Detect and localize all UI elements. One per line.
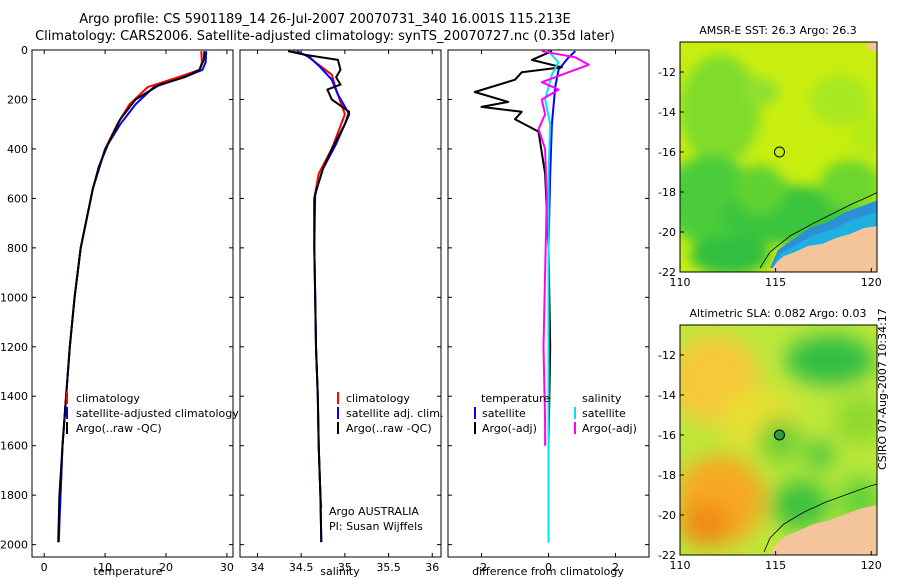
legend-sal-satellite-label: satellite — [582, 407, 626, 420]
sst-land — [770, 226, 877, 272]
float-position-marker — [773, 146, 785, 158]
legend-satellite-label: satellite adj. clim. — [346, 407, 443, 420]
series-line-argo-raw-qc- — [57, 51, 206, 543]
legend-climatology-label: climatology — [346, 392, 410, 405]
x-tick-label: 0 — [41, 561, 48, 574]
x-tick-label: 2 — [612, 561, 619, 574]
y-tick-label: -22 — [658, 266, 676, 279]
salinity-y-ticks — [240, 49, 441, 546]
float-owner-annotation: Argo AUSTRALIA — [329, 505, 419, 518]
sla-y-ticks: -12 -14 -16 -18 -20 -22 — [658, 349, 684, 562]
y-tick-label: 200 — [7, 93, 28, 106]
x-tick-label: 36 — [425, 561, 439, 574]
x-tick-label: 120 — [861, 276, 882, 289]
salinity-xlabel: salinity — [320, 565, 360, 578]
x-tick-label: 35.5 — [376, 561, 401, 574]
legend-sal-argo-label: Argo(-adj) — [582, 422, 637, 435]
temperature-axes-frame — [31, 49, 234, 558]
x-tick-label: 110 — [670, 559, 691, 572]
y-tick-label: 2000 — [0, 539, 28, 552]
x-tick-label: -2 — [476, 561, 487, 574]
sst-map-title: AMSR-E SST: 26.3 Argo: 26.3 — [699, 24, 857, 37]
series-line-salinity-argo-adj- — [537, 50, 590, 446]
figure-title-line2: Climatology: CARS2006. Satellite-adjuste… — [35, 29, 615, 44]
x-tick-label: 0 — [545, 561, 552, 574]
x-tick-label: 20 — [159, 561, 173, 574]
temperature-x-ticks: 0 10 20 30 — [41, 50, 234, 574]
sla-map: Altimetric SLA: 0.082 Argo: 0.03 110 115 1… — [658, 307, 882, 572]
y-tick-label: 1200 — [0, 341, 28, 354]
difference-lines — [473, 50, 590, 543]
y-tick-label: 600 — [7, 192, 28, 205]
sst-x-ticks: 110 115 120 — [670, 268, 882, 289]
y-tick-label: 1800 — [0, 489, 28, 502]
y-tick-label: 1000 — [0, 291, 28, 304]
y-tick-label: 400 — [7, 143, 28, 156]
sla-map-frame — [679, 324, 878, 556]
sla-map-title: Altimetric SLA: 0.082 Argo: 0.03 — [689, 307, 866, 320]
x-tick-label: 34.5 — [289, 561, 314, 574]
x-tick-label: 35 — [338, 561, 352, 574]
difference-panel: -2 0 2 temperature satellite Argo(-adj) sa… — [447, 49, 650, 578]
x-tick-label: 10 — [98, 561, 112, 574]
float-position-marker — [773, 429, 785, 441]
y-tick-label: -12 — [658, 349, 676, 362]
legend-argo-label: Argo(..raw -QC) — [346, 422, 432, 435]
x-tick-label: 115 — [765, 559, 786, 572]
legend-climatology-label: climatology — [76, 392, 140, 405]
y-tick-label: -16 — [658, 429, 676, 442]
x-tick-label: 110 — [670, 276, 691, 289]
float-pi-annotation: PI: Susan Wijffels — [329, 520, 423, 533]
temperature-lines — [57, 51, 208, 543]
y-tick-label: 0 — [21, 44, 28, 57]
y-tick-label: -18 — [658, 469, 676, 482]
y-tick-label: -14 — [658, 106, 676, 119]
legend-temp-argo-label: Argo(-adj) — [482, 422, 537, 435]
sst-map: AMSR-E SST: 26.3 Argo: 26.3 110 115 120 — [658, 24, 882, 289]
x-tick-label: 30 — [220, 561, 234, 574]
difference-y-ticks — [448, 49, 649, 546]
sst-map-frame — [679, 41, 878, 273]
legend-satellite-label: satellite-adjusted climatology — [76, 407, 239, 420]
salinity-panel: 34 34.5 35 35.5 36 climatology satellite adj… — [239, 49, 443, 578]
temperature-y-ticks: 0 200 400 600 800 1000 1200 1400 1600 1800 2000 — [0, 44, 233, 552]
y-tick-label: -16 — [658, 146, 676, 159]
y-tick-label: -14 — [658, 389, 676, 402]
sla-x-ticks: 110 115 120 — [670, 551, 882, 572]
y-tick-label: 1400 — [0, 390, 28, 403]
salinity-x-ticks: 34 34.5 35 35.5 36 — [250, 50, 439, 574]
y-tick-label: -18 — [658, 186, 676, 199]
creation-stamp: CSIRO 07-Aug-2007 10:34:17 — [876, 308, 889, 470]
legend-argo-label: Argo(..raw -QC) — [76, 422, 162, 435]
temperature-legend: climatology satellite-adjusted climatolo… — [66, 392, 239, 435]
y-tick-label: -20 — [658, 226, 676, 239]
x-tick-label: 34 — [250, 561, 264, 574]
sst-y-ticks: -12 -14 -16 -18 -20 -22 — [658, 66, 684, 279]
series-line-argo-raw-qc- — [287, 50, 351, 543]
y-tick-label: -12 — [658, 66, 676, 79]
x-tick-label: 115 — [765, 276, 786, 289]
temperature-xlabel: temperature — [93, 565, 162, 578]
series-line-salinity-satellite — [544, 50, 560, 543]
difference-xlabel: difference from climatology — [472, 565, 624, 578]
difference-legend: temperature satellite Argo(-adj) salinit… — [474, 392, 637, 435]
y-tick-label: 800 — [7, 242, 28, 255]
y-tick-label: 1600 — [0, 440, 28, 453]
salinity-legend: climatology satellite adj. clim. Argo(..… — [337, 392, 443, 435]
sla-land — [770, 505, 877, 555]
figure-title-line1: Argo profile: CS 5901189_14 26-Jul-2007 … — [79, 12, 571, 27]
x-tick-label: 120 — [861, 559, 882, 572]
salinity-lines — [287, 50, 351, 543]
legend-temperature-title: temperature — [481, 392, 550, 405]
y-tick-label: -20 — [658, 509, 676, 522]
legend-salinity-title: salinity — [582, 392, 622, 405]
temperature-panel: 0 200 400 600 800 1000 1200 1400 1600 1800 2000 0 1… — [0, 44, 239, 578]
y-tick-label: -22 — [658, 549, 676, 562]
legend-temp-satellite-label: satellite — [482, 407, 526, 420]
